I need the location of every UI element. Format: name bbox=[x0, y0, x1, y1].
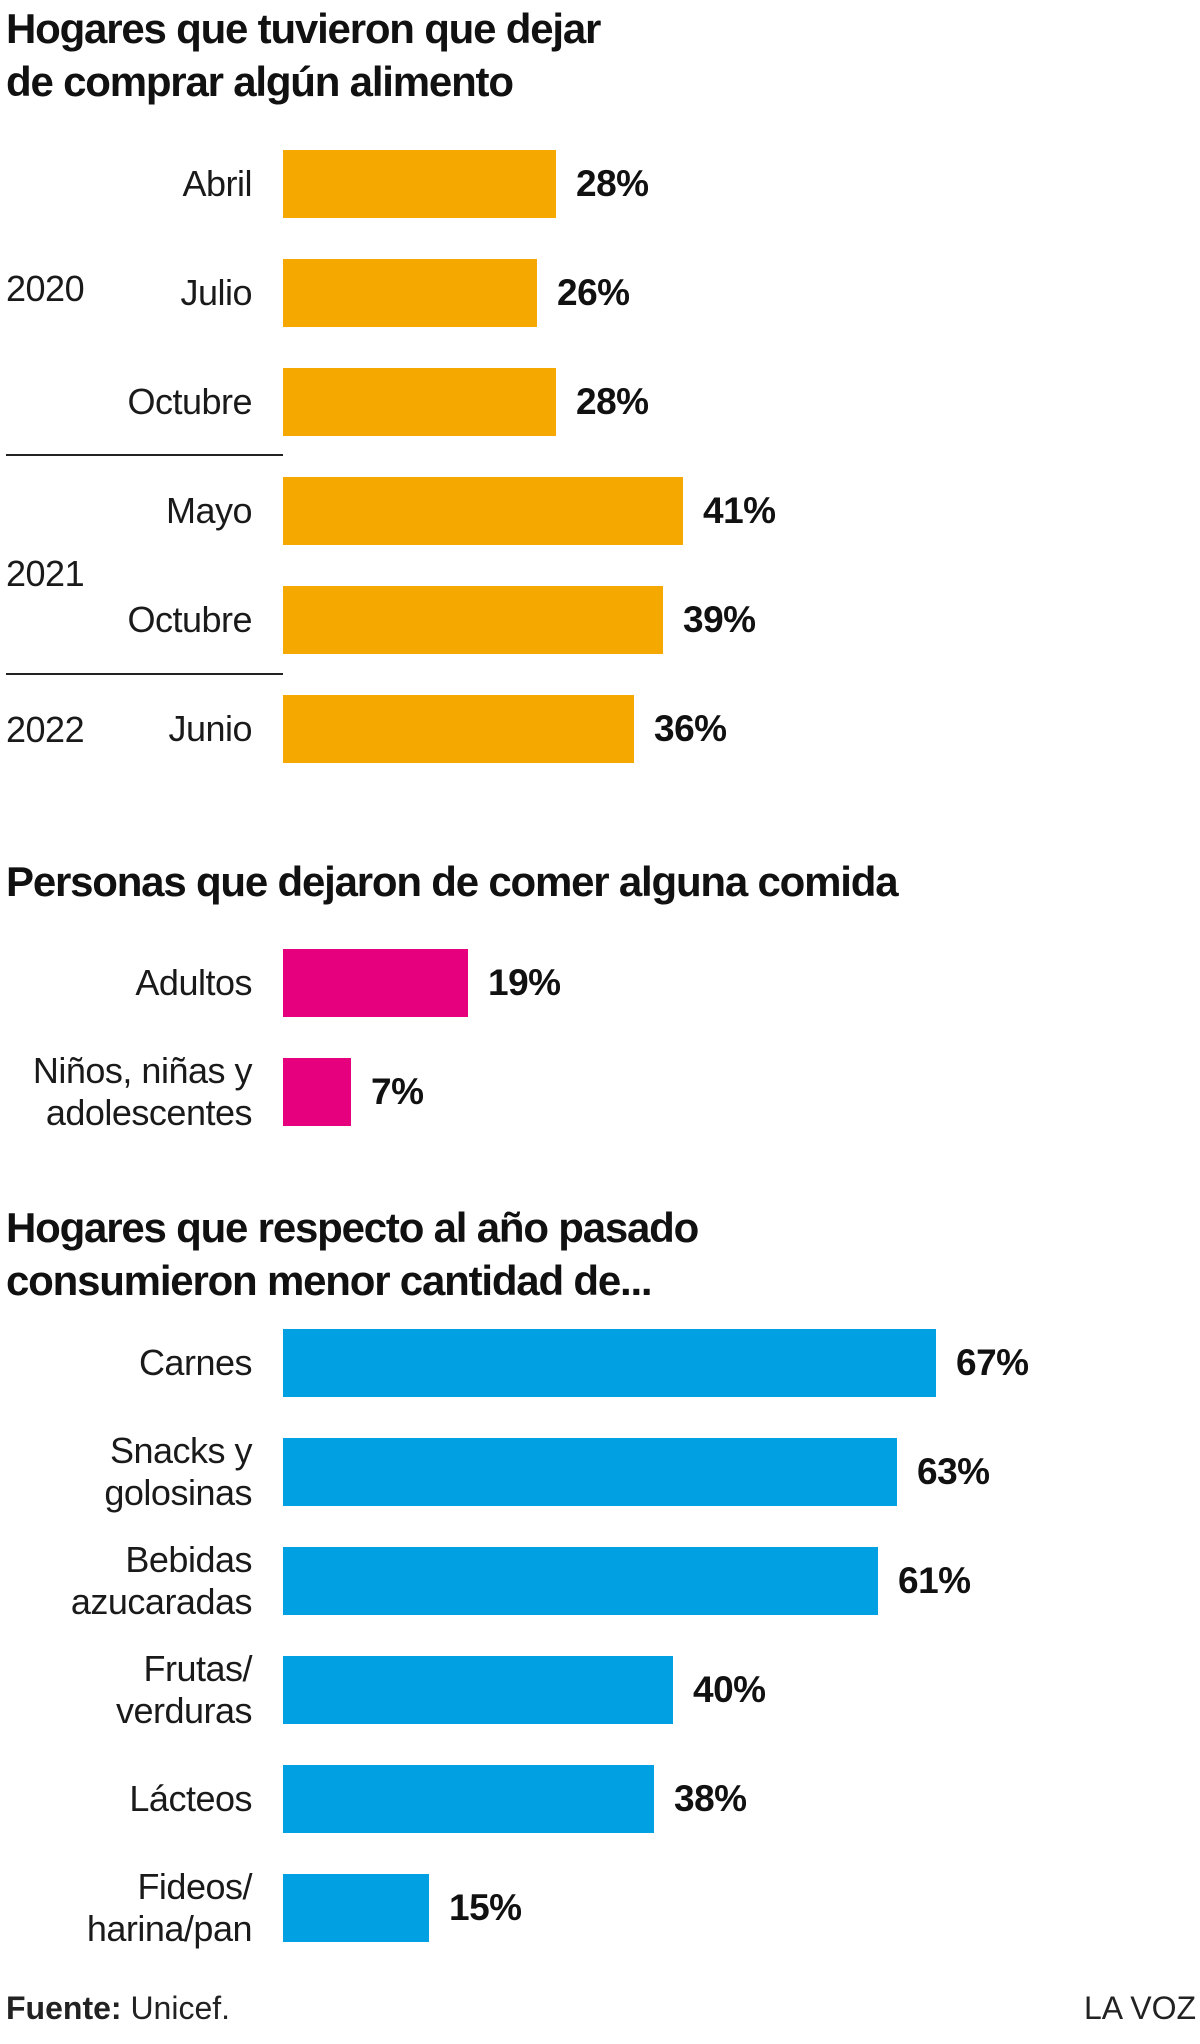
source-value: Unicef. bbox=[130, 1990, 231, 2026]
bar bbox=[283, 368, 556, 436]
category-label-line: Lácteos bbox=[129, 1778, 252, 1819]
chart-title-line: de comprar algún alimento bbox=[6, 58, 514, 105]
category-label-line: Bebidas bbox=[125, 1539, 252, 1580]
bar bbox=[283, 695, 634, 763]
category-label: Niños, niñas y adolescentes bbox=[32, 1050, 253, 1134]
data-label: 36% bbox=[654, 708, 727, 749]
category-label-line: Adultos bbox=[135, 962, 252, 1003]
bar bbox=[283, 150, 556, 218]
category-label: Bebidas azucaradas bbox=[70, 1539, 253, 1623]
data-label: 61% bbox=[898, 1560, 971, 1601]
category-label-line: Niños, niñas y bbox=[32, 1050, 253, 1091]
category-label: Frutas/verduras bbox=[115, 1648, 253, 1732]
category-label: Fideos/harina/pan bbox=[86, 1866, 253, 1950]
households-consumed-less-title: Hogares que respecto al año pasado consum… bbox=[6, 1201, 699, 1307]
year-group-label: 2021 bbox=[6, 553, 85, 594]
category-label: Octubre bbox=[127, 599, 252, 641]
category-label-line: Fideos/ bbox=[137, 1866, 252, 1907]
brand-logo-text: LA VOZ bbox=[1083, 1990, 1196, 2026]
category-label-line: adolescentes bbox=[45, 1092, 253, 1133]
category-label-line: Junio bbox=[168, 708, 252, 749]
data-label: 26% bbox=[557, 272, 630, 313]
group-separator bbox=[6, 673, 283, 675]
category-label-line: Julio bbox=[180, 272, 252, 313]
data-label: 15% bbox=[449, 1887, 522, 1928]
category-label: Junio bbox=[168, 708, 252, 750]
category-label-line: Abril bbox=[182, 163, 252, 204]
category-label-line: verduras bbox=[115, 1690, 253, 1731]
category-label: Mayo bbox=[165, 490, 253, 532]
data-label: 19% bbox=[488, 962, 561, 1003]
category-label: Carnes bbox=[138, 1342, 253, 1384]
data-label: 38% bbox=[674, 1778, 747, 1819]
people-skipped-meals-title: Personas que dejaron de comer alguna com… bbox=[6, 855, 899, 908]
bar bbox=[283, 586, 663, 654]
data-label: 39% bbox=[683, 599, 756, 640]
bar bbox=[283, 259, 537, 327]
bar bbox=[283, 1656, 673, 1724]
bar bbox=[283, 949, 468, 1017]
data-label: 7% bbox=[371, 1071, 424, 1112]
category-label: Abril bbox=[182, 163, 252, 205]
year-group-label: 2022 bbox=[6, 709, 85, 750]
category-label-line: Mayo bbox=[165, 490, 253, 531]
category-label-line: harina/pan bbox=[86, 1908, 253, 1949]
bar bbox=[283, 1547, 878, 1615]
chart-title-line: Hogares que tuvieron que dejar bbox=[6, 5, 601, 52]
source-label: Fuente: bbox=[6, 1990, 122, 2026]
category-label: Snacks y golosinas bbox=[104, 1430, 252, 1514]
category-label-line: Frutas/ bbox=[143, 1648, 252, 1689]
source-note: Fuente: Unicef. bbox=[6, 1988, 230, 2028]
group-separator bbox=[6, 454, 283, 456]
category-label: Julio bbox=[180, 272, 252, 314]
category-label: Adultos bbox=[135, 962, 252, 1004]
year-group-label: 2020 bbox=[6, 268, 85, 309]
data-label: 40% bbox=[693, 1669, 766, 1710]
category-label-line: Octubre bbox=[127, 381, 252, 422]
bar bbox=[283, 477, 683, 545]
chart-title-line: Hogares que respecto al año pasado bbox=[6, 1204, 699, 1251]
data-label: 63% bbox=[917, 1451, 990, 1492]
data-label: 28% bbox=[576, 163, 649, 204]
category-label: Lácteos bbox=[129, 1778, 252, 1820]
bar bbox=[283, 1438, 897, 1506]
chart-title-line: consumieron menor cantidad de... bbox=[6, 1257, 653, 1304]
category-label: Octubre bbox=[127, 381, 252, 423]
chart-title-line: Personas que dejaron de comer alguna com… bbox=[6, 858, 899, 905]
bar bbox=[283, 1874, 429, 1942]
data-label: 67% bbox=[956, 1342, 1029, 1383]
category-label-line: Snacks y bbox=[109, 1430, 253, 1471]
category-label-line: azucaradas bbox=[70, 1581, 253, 1622]
category-label-line: Octubre bbox=[127, 599, 252, 640]
data-label: 28% bbox=[576, 381, 649, 422]
category-label-line: golosinas bbox=[104, 1472, 252, 1513]
households-stopped-buying-title: Hogares que tuvieron que dejar de comprar… bbox=[6, 2, 601, 108]
data-label: 41% bbox=[703, 490, 776, 531]
category-label-line: Carnes bbox=[138, 1342, 253, 1383]
bar bbox=[283, 1058, 351, 1126]
bar bbox=[283, 1329, 936, 1397]
bar bbox=[283, 1765, 654, 1833]
